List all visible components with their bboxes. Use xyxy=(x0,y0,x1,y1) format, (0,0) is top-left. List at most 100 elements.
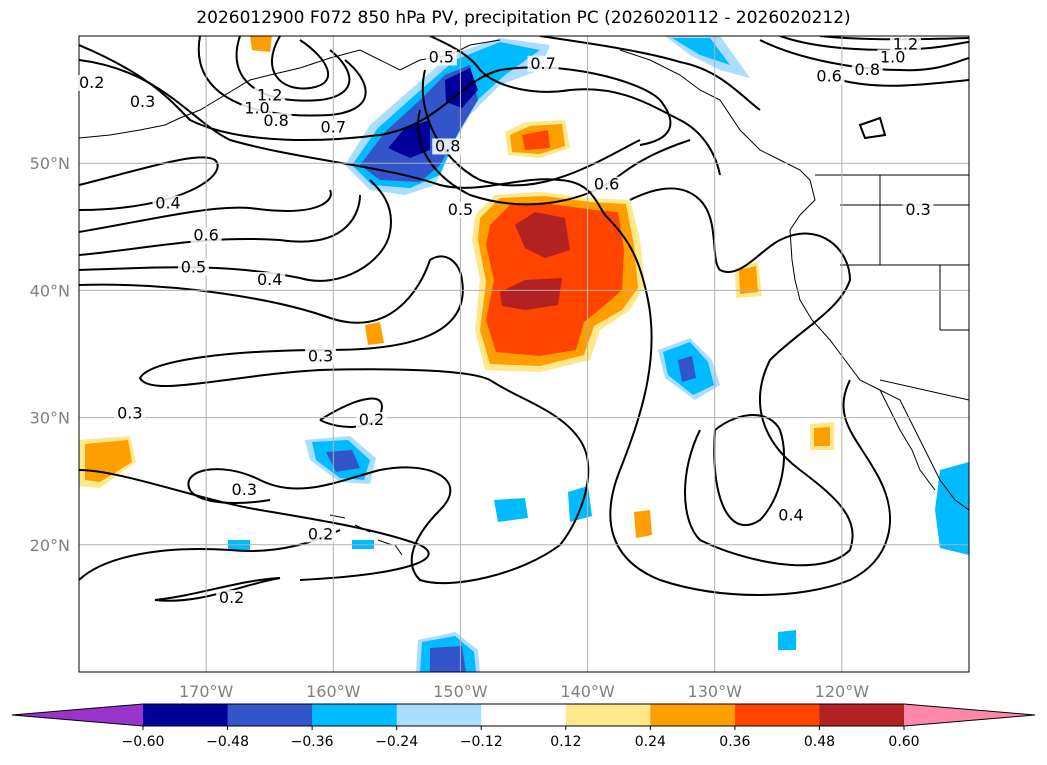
pv-contour xyxy=(79,59,649,301)
border-mexico xyxy=(879,379,969,401)
contour-label-bg xyxy=(260,113,292,130)
contour-label: 0.8 xyxy=(435,136,460,155)
pv-contour xyxy=(858,116,887,140)
pv-contour xyxy=(235,36,351,102)
pv-contour xyxy=(429,36,721,176)
pos-blob-main-dark1 xyxy=(515,212,570,258)
contour-label-bg xyxy=(152,195,184,212)
contour-label: 1.0 xyxy=(880,47,905,66)
colorbar: −0.60 −0.48 −0.36 −0.24 −0.12 0.12 0.24 0.36 0.4… xyxy=(11,703,1036,750)
contour-label: 1.2 xyxy=(893,35,918,54)
colorbar-segment xyxy=(312,704,398,726)
lon-tick-label: 170°W xyxy=(179,682,234,701)
contour-label-bg xyxy=(190,227,222,244)
pos-blob-sm3b xyxy=(739,266,758,294)
contour-label: 1.2 xyxy=(257,86,282,105)
contour-label-bg xyxy=(877,49,909,66)
hawaii-islands xyxy=(329,514,403,556)
contour-label: 0.3 xyxy=(130,92,155,111)
contour-label: 1.0 xyxy=(244,98,269,117)
neg-blob-c-core xyxy=(678,356,696,382)
colorbar-segment xyxy=(143,704,229,726)
contour-label: 0.4 xyxy=(778,505,803,524)
colorbar-tick-label: −0.36 xyxy=(291,734,334,750)
contour-label-bg xyxy=(177,259,209,276)
neg-blob-sm2 xyxy=(568,486,592,522)
pv-contour xyxy=(629,187,854,567)
neg-blob-sm1 xyxy=(494,498,528,522)
contour-label: 0.3 xyxy=(232,480,257,499)
contour-label-bg xyxy=(305,526,337,543)
contour-label: 0.5 xyxy=(181,257,206,276)
lon-tick-label: 150°W xyxy=(433,682,488,701)
contour-label: 0.6 xyxy=(594,175,619,194)
chart-title: 2026012900 F072 850 hPa PV, precipitatio… xyxy=(196,8,851,28)
pv-contour xyxy=(154,577,281,602)
colorbar-tick-label: 0.24 xyxy=(635,734,666,750)
pv-contour xyxy=(270,36,330,90)
pv-contour xyxy=(759,39,969,72)
contour-label-bg xyxy=(355,411,387,428)
lon-tick-label: 160°W xyxy=(306,682,361,701)
contour-label: 0.2 xyxy=(308,524,333,543)
coastline-us xyxy=(789,214,969,511)
contour-label-bg xyxy=(813,68,845,85)
pv-contour xyxy=(79,529,341,581)
neg-blob-w-core xyxy=(326,450,360,472)
pv-contour xyxy=(421,69,641,187)
contour-label-bg xyxy=(127,93,159,110)
pos-blob-sm5 xyxy=(634,510,652,538)
contour-label-bg xyxy=(432,138,464,155)
lat-tick-label: 20°N xyxy=(30,536,70,555)
lat-tick-label: 40°N xyxy=(30,281,70,300)
pv-contour xyxy=(79,44,672,146)
contour-label-bg xyxy=(889,36,921,53)
contour-label: 0.8 xyxy=(855,60,880,79)
pv-contour xyxy=(819,36,969,41)
neg-blob-north-dark xyxy=(388,120,430,158)
pv-contour xyxy=(79,179,392,282)
pv-contour xyxy=(79,194,361,256)
colorbar-tick-label: −0.60 xyxy=(122,734,165,750)
coastline-alaska xyxy=(79,39,501,139)
contour-label: 0.2 xyxy=(79,73,104,92)
colorbar-segment xyxy=(396,704,482,726)
lat-tick-label: 30°N xyxy=(30,409,70,428)
pv-contour xyxy=(79,255,491,388)
neg-blob-sm3 xyxy=(935,462,969,555)
pos-blob-main-dark2 xyxy=(500,278,562,310)
contour-label-bg xyxy=(527,55,559,72)
lon-ticks: 170°W 160°W 150°W 140°W 130°W 120°W xyxy=(179,682,869,701)
contour-label: 0.3 xyxy=(117,404,142,423)
colorbar-tick-label: −0.48 xyxy=(206,734,249,750)
colorbar-segment xyxy=(227,704,313,726)
contour-label: 0.8 xyxy=(263,111,288,130)
lat-tick-label: 50°N xyxy=(30,154,70,173)
contour-label: 0.5 xyxy=(429,47,454,66)
contour-label-bg xyxy=(851,62,883,79)
contour-label-bg xyxy=(902,202,934,219)
colorbar-tick-label: 0.60 xyxy=(888,734,919,750)
map-frame xyxy=(78,35,970,673)
colorbar-tick-label: 0.12 xyxy=(550,734,581,750)
pv-contour xyxy=(79,469,430,581)
pv-contour xyxy=(187,379,590,585)
pv-contour xyxy=(79,156,219,211)
colorbar-tick-label: −0.12 xyxy=(460,734,503,750)
contour-label-bg xyxy=(444,202,476,219)
contour-label: 0.5 xyxy=(448,200,473,219)
pv-contours xyxy=(79,36,969,602)
pv-contour xyxy=(609,299,891,596)
coastline-baja xyxy=(879,389,936,491)
contour-label-bg xyxy=(254,272,286,289)
pos-blob-small-1c xyxy=(522,130,550,150)
contour-label-bg xyxy=(425,49,457,66)
pv-contour xyxy=(79,189,332,233)
coastline-bc xyxy=(619,49,816,216)
contour-label: 0.6 xyxy=(193,226,218,245)
map-area xyxy=(79,36,969,672)
pv-contour xyxy=(839,79,969,87)
pv-contour xyxy=(417,109,691,206)
contour-label-bg xyxy=(216,590,248,607)
